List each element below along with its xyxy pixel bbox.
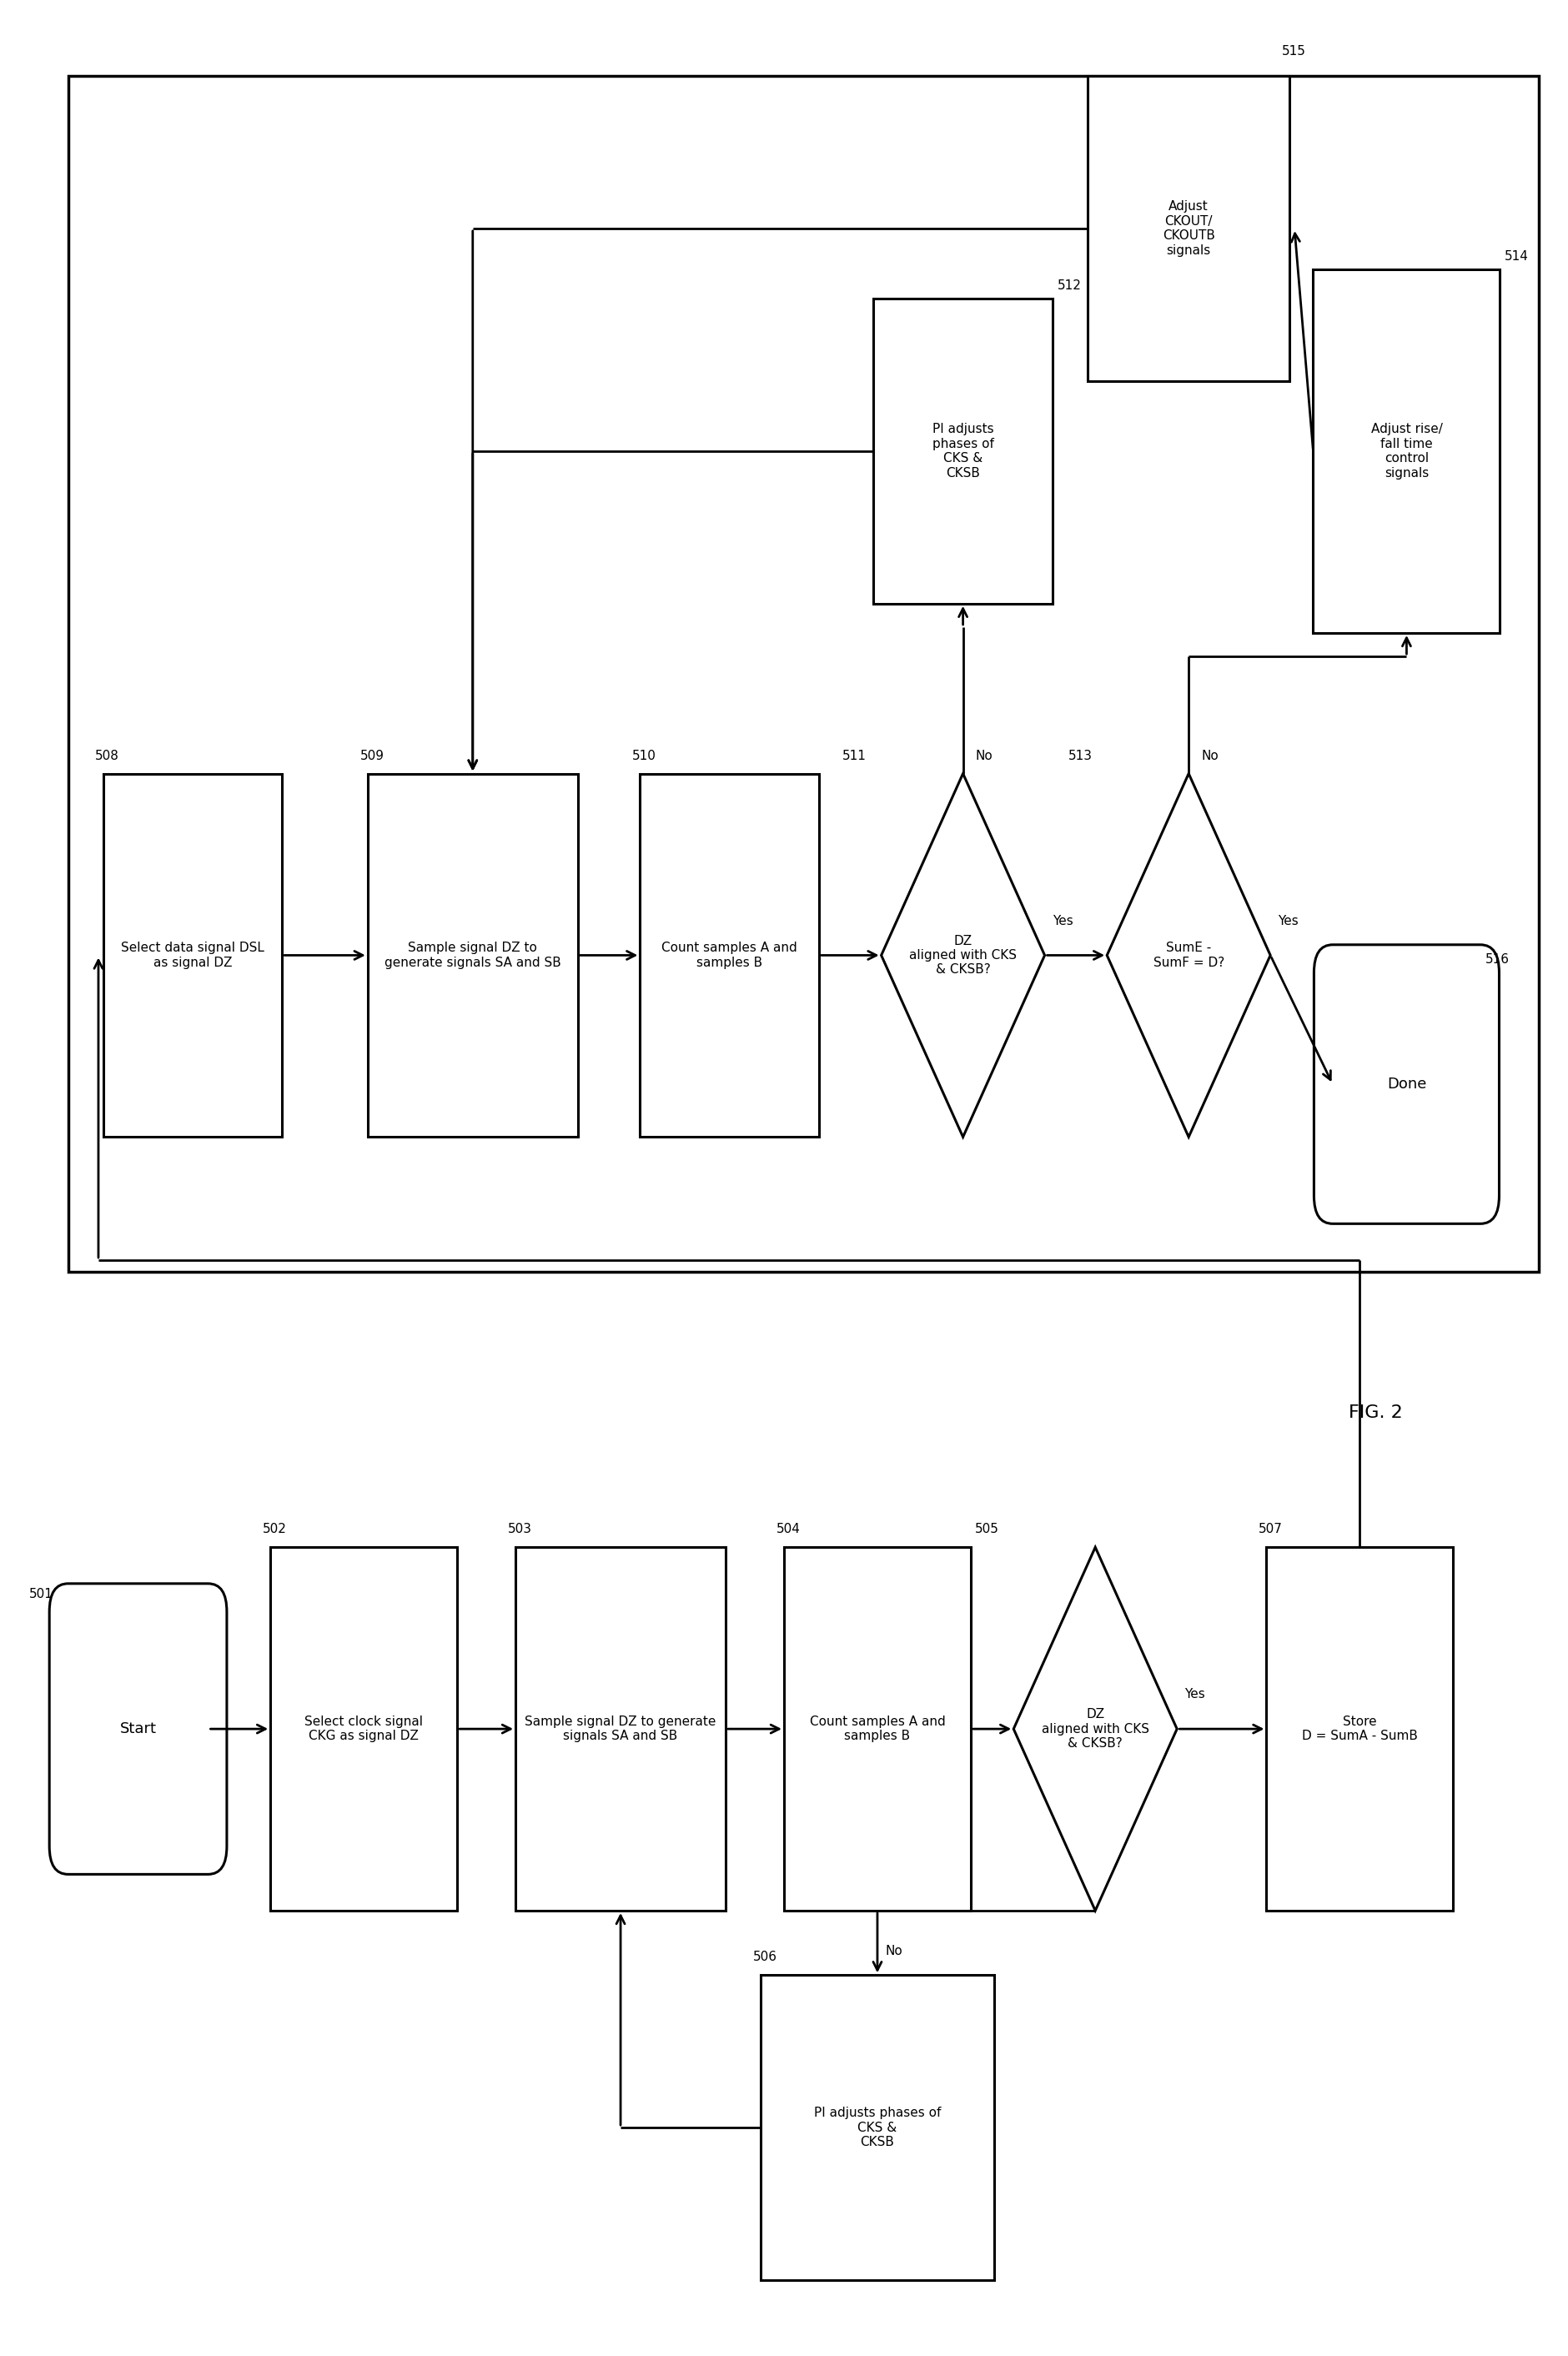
Text: Store
D = SumA - SumB: Store D = SumA - SumB — [1301, 1715, 1417, 1743]
Text: Count samples A and
samples B: Count samples A and samples B — [809, 1715, 946, 1743]
Text: Sample signal DZ to generate
signals SA and SB: Sample signal DZ to generate signals SA … — [525, 1715, 717, 1743]
FancyBboxPatch shape — [49, 1583, 227, 1875]
Polygon shape — [1107, 773, 1270, 1138]
Text: Adjust rise/
fall time
control
signals: Adjust rise/ fall time control signals — [1370, 424, 1443, 478]
FancyBboxPatch shape — [270, 1548, 458, 1911]
Text: 515: 515 — [1283, 45, 1306, 57]
Text: Count samples A and
samples B: Count samples A and samples B — [662, 942, 798, 968]
Text: 505: 505 — [975, 1522, 999, 1536]
Text: Yes: Yes — [1185, 1689, 1206, 1701]
FancyBboxPatch shape — [1312, 269, 1501, 634]
Text: Select data signal DSL
as signal DZ: Select data signal DSL as signal DZ — [121, 942, 265, 968]
Text: DZ
aligned with CKS
& CKSB?: DZ aligned with CKS & CKSB? — [1041, 1708, 1149, 1751]
Text: 506: 506 — [753, 1951, 778, 1963]
Text: Start: Start — [119, 1722, 157, 1736]
Text: FIG. 2: FIG. 2 — [1348, 1404, 1402, 1421]
Text: No: No — [1201, 749, 1218, 761]
FancyBboxPatch shape — [367, 773, 577, 1138]
FancyBboxPatch shape — [1088, 75, 1290, 382]
Text: No: No — [886, 1946, 903, 1958]
FancyBboxPatch shape — [640, 773, 818, 1138]
Text: 513: 513 — [1068, 749, 1093, 761]
Text: 501: 501 — [30, 1588, 53, 1600]
Polygon shape — [881, 773, 1044, 1138]
Text: Select clock signal
CKG as signal DZ: Select clock signal CKG as signal DZ — [304, 1715, 423, 1743]
Text: Yes: Yes — [1278, 914, 1298, 928]
Text: No: No — [975, 749, 993, 761]
FancyBboxPatch shape — [1314, 945, 1499, 1223]
Text: 511: 511 — [842, 749, 867, 761]
Text: Sample signal DZ to
generate signals SA and SB: Sample signal DZ to generate signals SA … — [384, 942, 561, 968]
FancyBboxPatch shape — [873, 299, 1052, 603]
Text: Done: Done — [1386, 1077, 1427, 1091]
Text: 508: 508 — [96, 749, 119, 761]
Text: 509: 509 — [361, 749, 384, 761]
Text: 512: 512 — [1057, 280, 1082, 292]
Text: Adjust
CKOUT/
CKOUTB
signals: Adjust CKOUT/ CKOUTB signals — [1162, 200, 1215, 257]
Polygon shape — [1013, 1548, 1178, 1911]
Text: 504: 504 — [776, 1522, 800, 1536]
Text: 510: 510 — [632, 749, 657, 761]
FancyBboxPatch shape — [67, 75, 1538, 1272]
FancyBboxPatch shape — [1267, 1548, 1454, 1911]
FancyBboxPatch shape — [784, 1548, 971, 1911]
FancyBboxPatch shape — [516, 1548, 726, 1911]
Text: 516: 516 — [1485, 954, 1510, 966]
Text: PI adjusts phases of
CKS &
CKSB: PI adjusts phases of CKS & CKSB — [814, 2106, 941, 2149]
FancyBboxPatch shape — [103, 773, 282, 1138]
Text: PI adjusts
phases of
CKS &
CKSB: PI adjusts phases of CKS & CKSB — [933, 424, 994, 478]
Text: 502: 502 — [262, 1522, 287, 1536]
FancyBboxPatch shape — [760, 1974, 994, 2281]
Text: 507: 507 — [1259, 1522, 1283, 1536]
Text: SumE -
SumF = D?: SumE - SumF = D? — [1152, 942, 1225, 968]
Text: Yes: Yes — [1052, 914, 1073, 928]
Text: 514: 514 — [1505, 250, 1529, 262]
Text: 503: 503 — [508, 1522, 532, 1536]
Text: DZ
aligned with CKS
& CKSB?: DZ aligned with CKS & CKSB? — [909, 935, 1016, 975]
